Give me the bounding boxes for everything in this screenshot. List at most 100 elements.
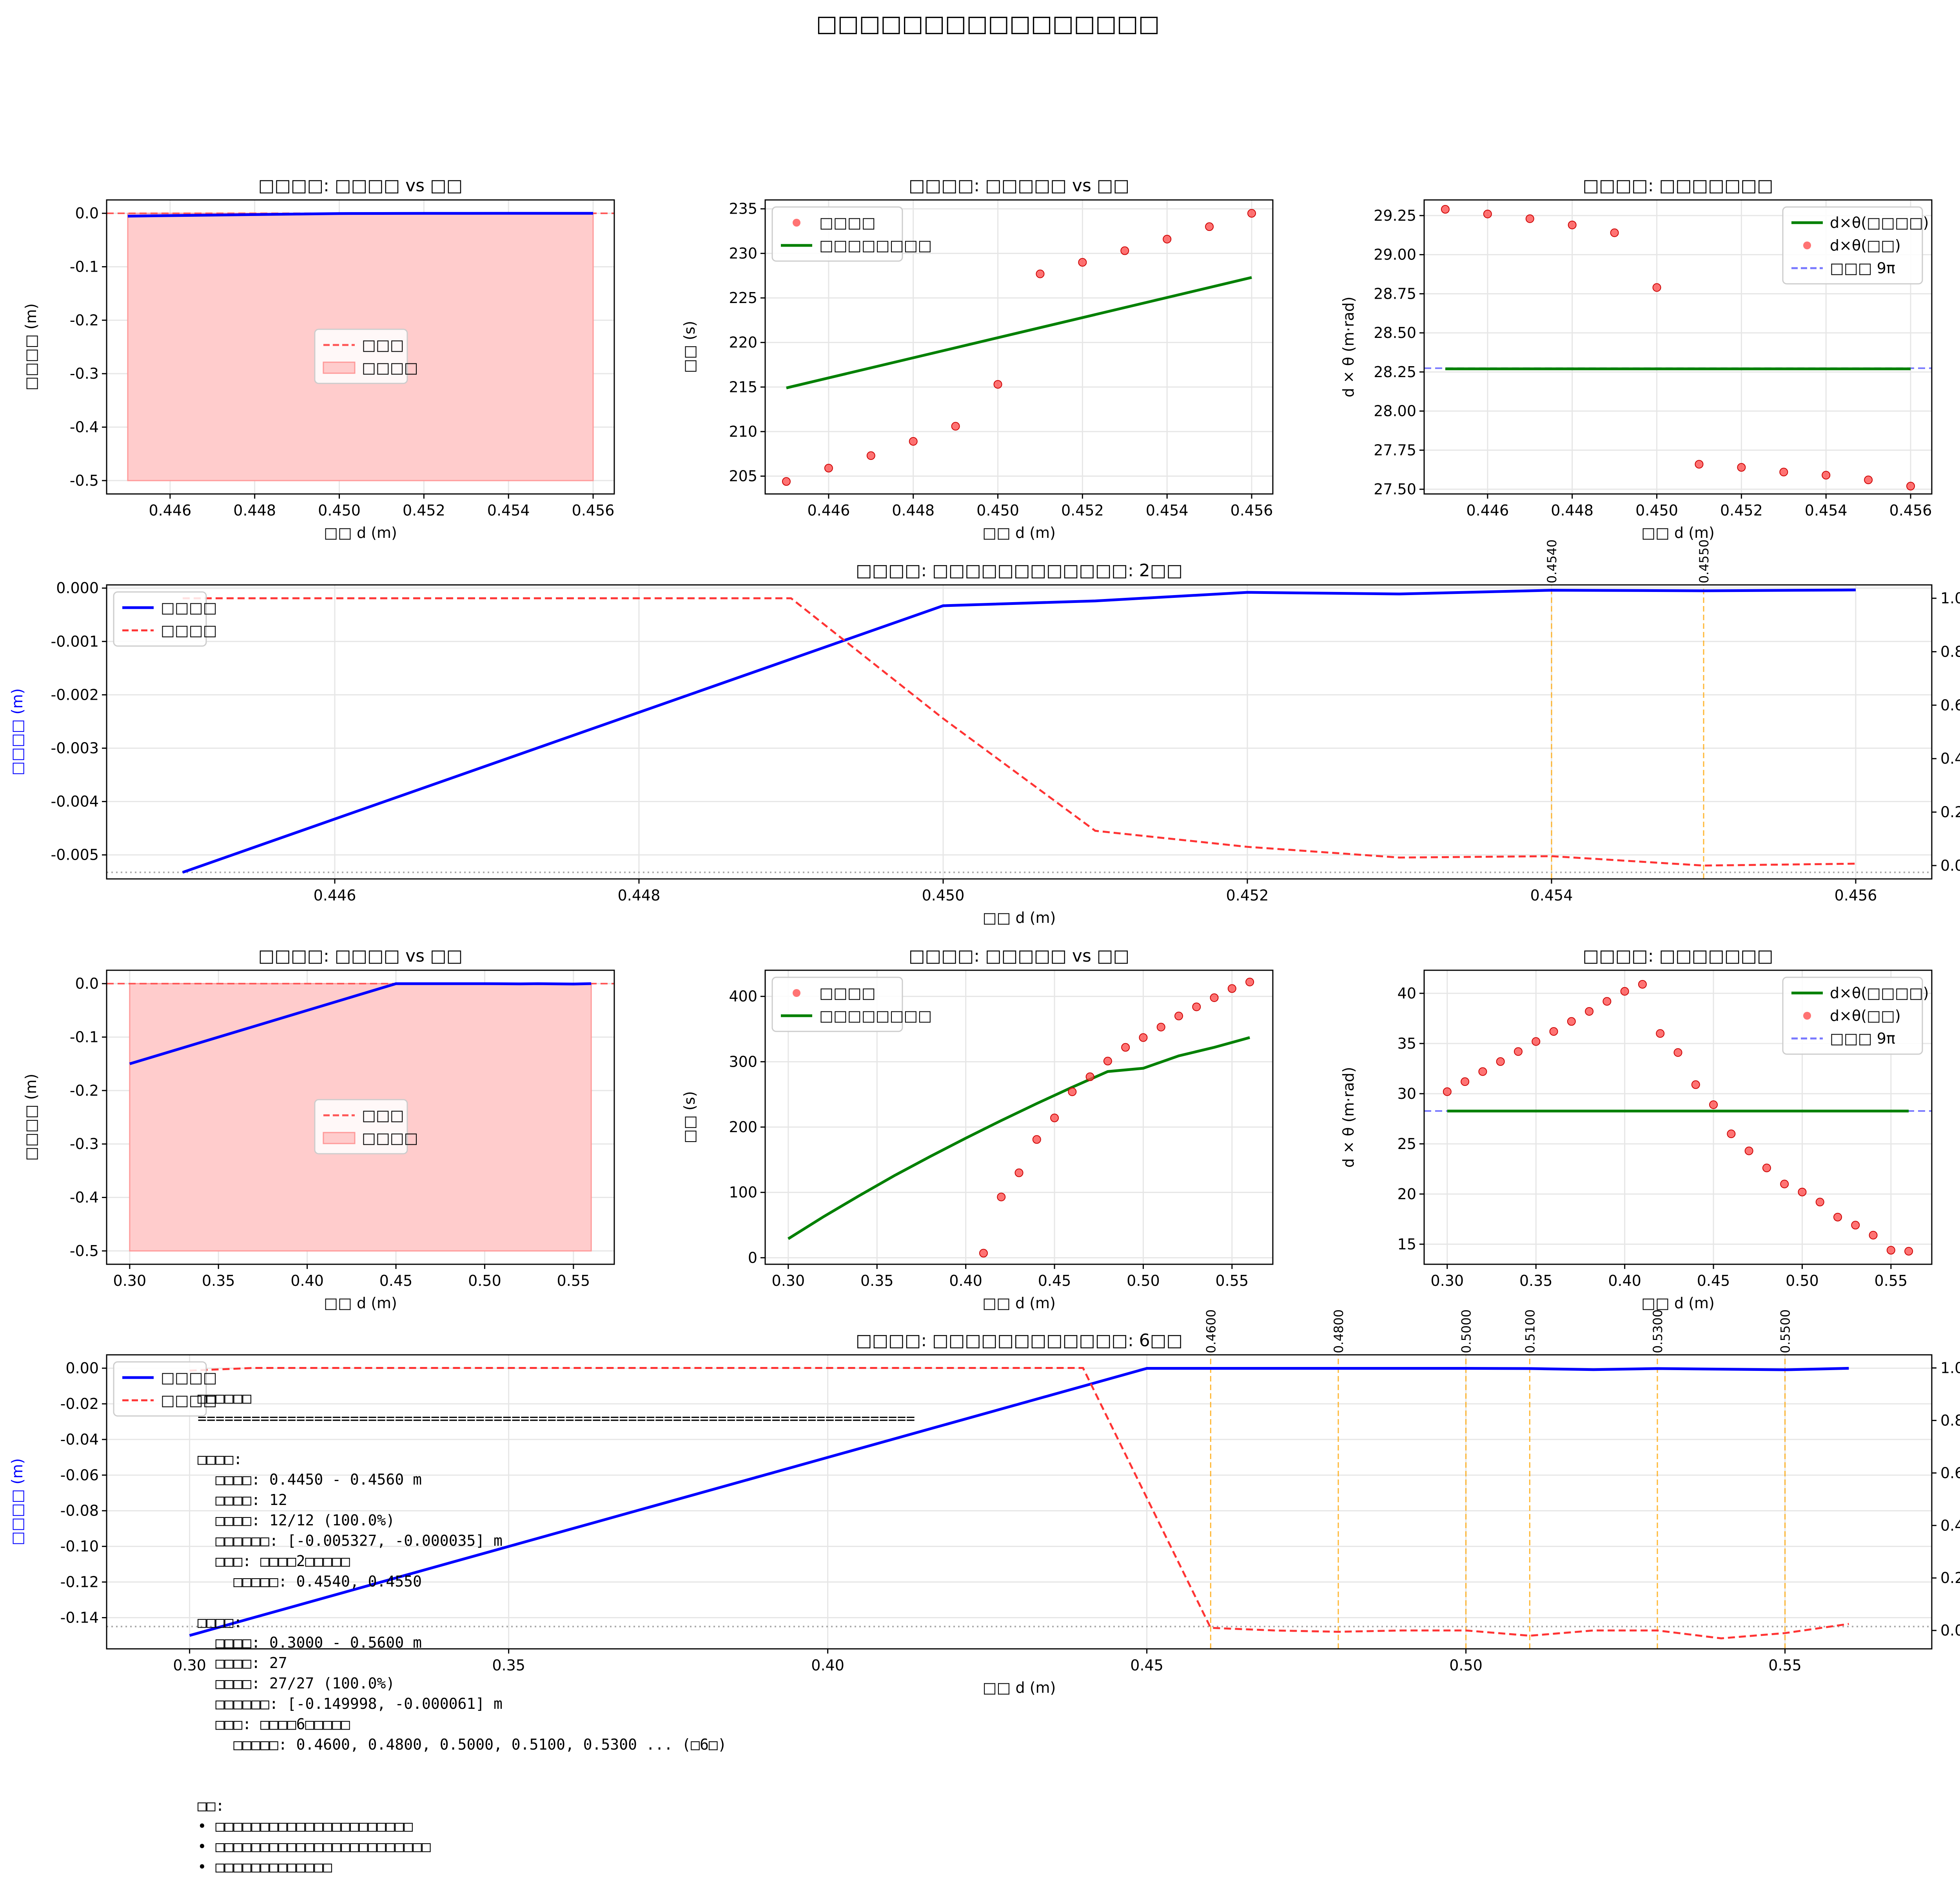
legend-label: □□□□ bbox=[819, 984, 876, 1002]
tick-label-y: 220 bbox=[729, 334, 757, 351]
legend-p5: □□□□□□□ bbox=[314, 1099, 418, 1155]
legend-p3: d×θ(□□□□) d×θ(□□) □□□ 9π bbox=[1782, 206, 1929, 285]
data-point bbox=[1744, 1146, 1753, 1155]
tick-label-y: 300 bbox=[729, 1053, 757, 1070]
tick-label-y: -0.02 bbox=[60, 1395, 99, 1412]
data-point bbox=[1727, 1129, 1736, 1138]
data-point bbox=[1822, 471, 1831, 480]
tick-label-y: 28.50 bbox=[1374, 324, 1416, 341]
tick-label-y: 210 bbox=[729, 423, 757, 440]
axis-label-y: d × θ (m·rad) bbox=[1340, 296, 1357, 397]
panel-p4: 0.4540 0.4550 □□□□ □□□□ 0.446 0.448 0.450 0.452… bbox=[9, 539, 1960, 926]
legend-box bbox=[113, 591, 207, 647]
data-point bbox=[1638, 980, 1647, 989]
tick-label-x: 0.35 bbox=[202, 1272, 235, 1289]
tick-label-y2: 1.0 bbox=[1940, 1359, 1960, 1376]
theory-line bbox=[786, 276, 1252, 389]
legend-p1: □□□□□□□ bbox=[314, 329, 418, 384]
breakpoint-label: 0.4600 bbox=[1203, 1309, 1218, 1353]
data-point bbox=[1864, 476, 1873, 485]
tick-label-y: -0.14 bbox=[60, 1609, 99, 1626]
legend-p8: □□□□ □□□□ bbox=[113, 1361, 217, 1417]
data-point bbox=[1532, 1037, 1541, 1046]
tick-label-x: 0.450 bbox=[976, 502, 1019, 519]
tick-label-y2: 0.8 bbox=[1940, 1412, 1960, 1429]
tick-label-y2: 0.2 bbox=[1940, 1569, 1960, 1587]
series-line bbox=[189, 1367, 1849, 1637]
tick-label-x: 0.456 bbox=[1835, 887, 1877, 904]
tick-label-y2: 0.6 bbox=[1940, 1464, 1960, 1481]
legend-label: d×θ(□□) bbox=[1830, 237, 1901, 254]
tick-label-x: 0.30 bbox=[173, 1657, 206, 1674]
axis-label-x: □□ d (m) bbox=[982, 1294, 1056, 1312]
tick-label-y2: 0.6 bbox=[1940, 697, 1960, 714]
legend-label: □□□□□□□□ bbox=[819, 237, 932, 254]
data-point bbox=[1851, 1221, 1860, 1230]
tick-label-y2: 0.2 bbox=[1940, 804, 1960, 821]
axis-label-x: □□ d (m) bbox=[983, 1679, 1056, 1696]
data-point bbox=[1568, 220, 1577, 229]
tick-label-y: -0.002 bbox=[51, 686, 99, 703]
tick-label-x: 0.35 bbox=[860, 1272, 894, 1289]
theory-line bbox=[788, 1036, 1250, 1240]
legend-box bbox=[1782, 206, 1923, 285]
data-point bbox=[993, 380, 1002, 389]
data-point bbox=[1762, 1164, 1771, 1173]
tick-label-y: 205 bbox=[729, 468, 757, 485]
breakpoint-label: 0.5500 bbox=[1778, 1309, 1793, 1353]
data-point bbox=[1567, 1017, 1576, 1026]
data-point bbox=[1549, 1027, 1558, 1036]
tick-label-y: -0.004 bbox=[51, 793, 99, 810]
tick-label-y: -0.5 bbox=[70, 1242, 99, 1260]
breakpoint-label: 0.5000 bbox=[1459, 1309, 1474, 1353]
axes-frame bbox=[106, 969, 615, 1265]
panel-title: □□□□: □□□□□□□□□□□□: 6□□ bbox=[856, 1331, 1183, 1351]
tick-label-x: 0.45 bbox=[379, 1272, 413, 1289]
data-point bbox=[1103, 1056, 1112, 1066]
legend-label: □□□ bbox=[362, 1107, 404, 1124]
legend-box bbox=[113, 1361, 207, 1417]
tick-label-x: 0.55 bbox=[1875, 1272, 1908, 1289]
tick-label-x: 0.448 bbox=[618, 887, 661, 904]
series-line-2 bbox=[183, 597, 1856, 867]
panel-title: □□□□: □□□□□□□□□□□□: 2□□ bbox=[856, 561, 1183, 581]
panel-p3: d×θ(□□□□) d×θ(□□) □□□ 9π 0.446 0.448 0.450 0.4… bbox=[1340, 176, 1933, 541]
axes-frame bbox=[1423, 199, 1933, 495]
legend-swatch bbox=[323, 1132, 356, 1144]
legend-p6: □□□□□□□□□□□□ bbox=[771, 977, 932, 1032]
tick-label-x: 0.456 bbox=[572, 502, 615, 519]
data-point bbox=[1691, 1080, 1700, 1089]
tick-label-x: 0.45 bbox=[1130, 1657, 1163, 1674]
panel-title: □□□□: □□□□ vs □□ bbox=[258, 946, 463, 966]
tick-label-y: 235 bbox=[729, 200, 757, 218]
panel-p1: □□□□□□□0.446 0.448 0.450 0.452 0.454 0.4560.0… bbox=[22, 176, 615, 541]
data-point bbox=[1068, 1087, 1077, 1096]
tick-label-y: -0.5 bbox=[70, 472, 99, 489]
axes-frame bbox=[106, 1354, 1933, 1650]
tick-label-x: 0.446 bbox=[807, 502, 850, 519]
data-point bbox=[909, 437, 918, 446]
axis-label-y: □□□□ (m) bbox=[9, 1458, 26, 1545]
tick-label-x: 0.30 bbox=[1431, 1272, 1464, 1289]
tick-label-y: 35 bbox=[1397, 1035, 1416, 1052]
tick-label-x: 0.452 bbox=[403, 502, 445, 519]
tick-label-y: 15 bbox=[1397, 1236, 1416, 1253]
data-point bbox=[1483, 209, 1492, 218]
data-point bbox=[1014, 1168, 1024, 1177]
panel-title: □□□□: □□□□□□□ bbox=[1583, 946, 1773, 966]
tick-label-y: 230 bbox=[729, 245, 757, 262]
figure-suptitle: □□□□□□□□□□□□□□□□ bbox=[816, 10, 1160, 37]
breakpoint-label: 0.5100 bbox=[1523, 1309, 1537, 1353]
axis-label-x: □□ d (m) bbox=[1641, 1294, 1715, 1312]
tick-label-y: -0.001 bbox=[51, 633, 99, 650]
legend-box bbox=[771, 206, 903, 262]
data-point bbox=[1461, 1077, 1470, 1086]
data-point bbox=[1156, 1023, 1165, 1031]
tick-label-x: 0.446 bbox=[1466, 502, 1509, 519]
tick-label-y2: 0.0 bbox=[1940, 857, 1960, 874]
data-point bbox=[1078, 258, 1087, 267]
axis-label-y: d × θ (m·rad) bbox=[1340, 1067, 1357, 1167]
legend-label: □□□□ bbox=[161, 622, 217, 639]
tick-label-y: 0.00 bbox=[65, 1360, 99, 1377]
